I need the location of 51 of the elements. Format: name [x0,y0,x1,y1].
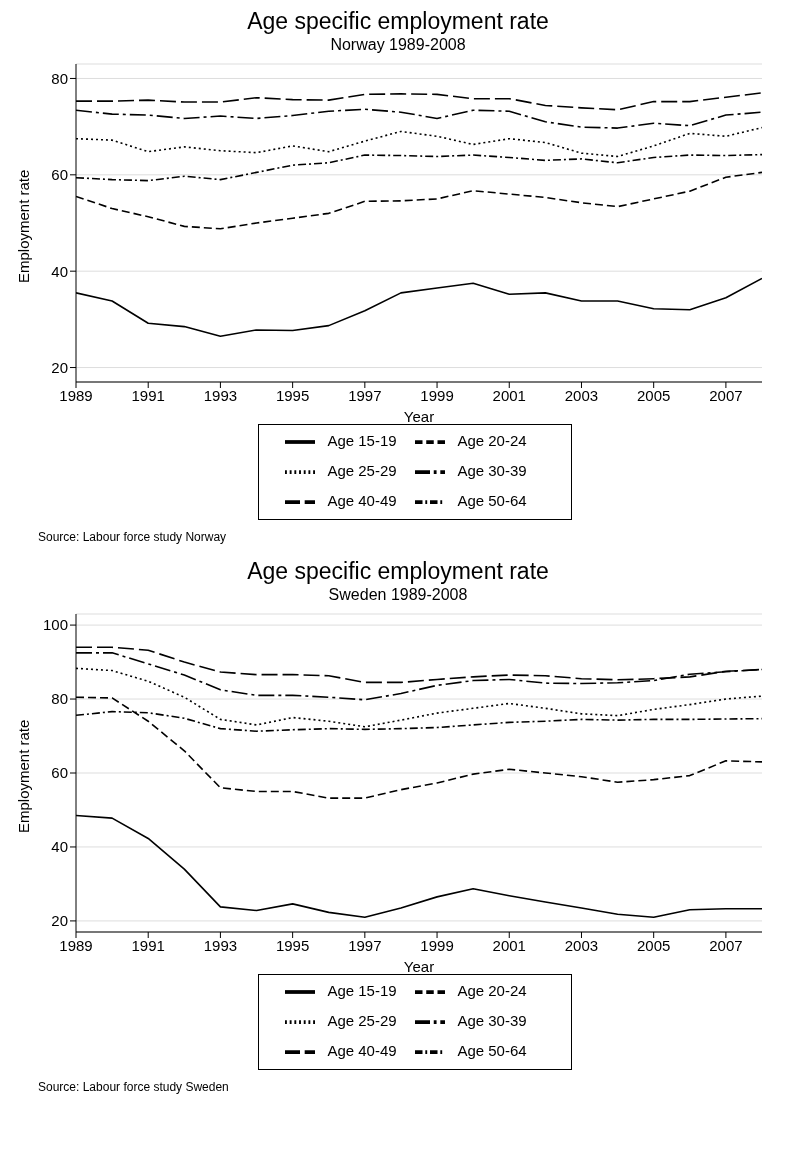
x-tick-label: 1997 [348,386,382,404]
y-tick-label: 80 [51,690,68,708]
chart-title: Age specific employment rate [246,558,550,584]
chart-subtitle: Sweden 1989-2008 [327,585,469,605]
x-axis-title: Year [403,408,435,425]
x-tick-label: 1995 [275,386,310,404]
legend-label: Age 25-29 [326,461,398,480]
legend-label: Age 15-19 [326,431,398,450]
y-tick-label: 60 [51,166,68,184]
x-tick-label: 2001 [492,386,526,404]
legend-label: Age 40-49 [326,1041,398,1060]
y-tick-label: 20 [51,358,68,376]
x-tick-label: 2005 [637,386,671,404]
y-tick-label: 60 [51,764,68,782]
legend-label: Age 20-24 [456,431,528,450]
x-tick-label: 2003 [564,386,599,404]
source-note: Source: Labour force study Norway [38,530,228,544]
y-axis-title: Employment rate [15,719,33,833]
x-tick-label: 1995 [275,936,310,954]
y-tick-label: 20 [51,912,68,930]
x-tick-label: 1991 [131,936,165,954]
y-tick-label: 100 [42,616,68,634]
source-note: Source: Labour force study Sweden [38,1080,230,1094]
x-tick-label: 1993 [203,936,238,954]
x-tick-label: 2005 [637,936,671,954]
y-tick-label: 80 [51,69,68,87]
x-tick-label: 2001 [492,936,526,954]
x-tick-label: 1999 [420,386,454,404]
y-tick-label: 40 [51,262,68,280]
legend-label: Age 50-64 [456,1041,528,1060]
legend-label: Age 30-39 [456,1011,528,1030]
x-tick-label: 1997 [348,936,382,954]
x-tick-label: 1993 [203,386,238,404]
y-tick-label: 40 [51,838,68,856]
y-axis-title: Employment rate [15,169,33,283]
legend-label: Age 50-64 [456,491,528,510]
x-tick-label: 1989 [59,936,93,954]
x-tick-label: 2007 [709,386,743,404]
legend-label: Age 15-19 [326,981,398,1000]
x-tick-label: 1991 [131,386,165,404]
legend-label: Age 25-29 [326,1011,398,1030]
x-axis-title: Year [403,958,435,975]
legend-label: Age 20-24 [456,981,528,1000]
legend-label: Age 40-49 [326,491,398,510]
chart-title: Age specific employment rate [246,8,550,34]
x-tick-label: 1999 [420,936,454,954]
x-tick-label: 2003 [564,936,599,954]
x-tick-label: 1989 [59,386,93,404]
x-tick-label: 2007 [709,936,743,954]
chart-subtitle: Norway 1989-2008 [329,35,467,55]
legend-label: Age 30-39 [456,461,528,480]
